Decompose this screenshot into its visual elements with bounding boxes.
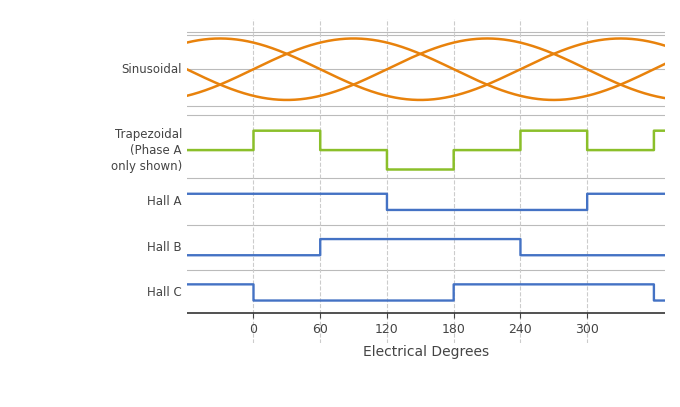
Text: Hall A: Hall A bbox=[148, 195, 182, 208]
Text: Hall C: Hall C bbox=[147, 286, 182, 299]
Text: Sinusoidal: Sinusoidal bbox=[122, 63, 182, 76]
X-axis label: Electrical Degrees: Electrical Degrees bbox=[363, 345, 489, 359]
Text: Hall B: Hall B bbox=[148, 241, 182, 254]
Text: Trapezoidal
(Phase A
only shown): Trapezoidal (Phase A only shown) bbox=[111, 128, 182, 173]
